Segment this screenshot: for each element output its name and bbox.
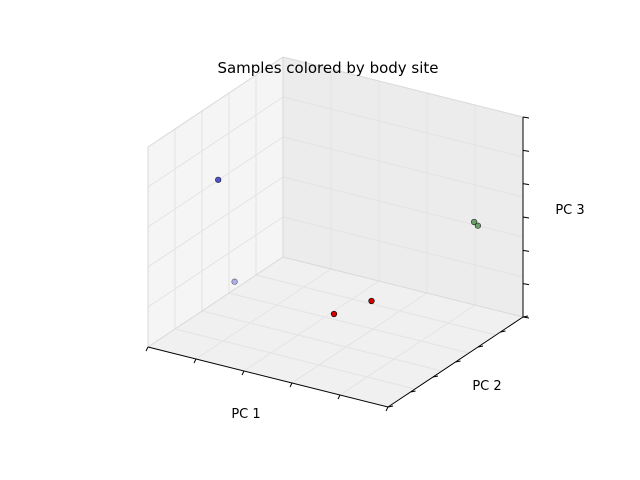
- x-tick-1: [193, 358, 197, 364]
- x-tick-3: [289, 382, 293, 388]
- y-axis-label: PC 2: [472, 379, 501, 394]
- back-pane: [283, 57, 523, 317]
- z-tick-0: [522, 316, 530, 319]
- z-tick-1: [522, 283, 530, 286]
- y-tick-4: [477, 345, 484, 348]
- back-grid-z-0: [282, 216, 524, 278]
- floor-grid-x-1: [243, 280, 380, 372]
- pane-edge-1: [282, 256, 524, 318]
- z-tick-2: [522, 249, 530, 252]
- floor-grid-y-0: [174, 328, 416, 390]
- z-tick-5: [522, 149, 530, 152]
- y-tick-2: [432, 375, 439, 378]
- axes-grid: [147, 69, 524, 396]
- y-tick-0: [387, 405, 394, 408]
- pane-edge-5: [282, 56, 524, 118]
- y-tick-3: [455, 360, 461, 363]
- y-tick-5: [500, 330, 506, 333]
- back-grid-z-1: [282, 176, 524, 238]
- side-grid-z-1: [147, 176, 284, 268]
- data-point-3: [368, 297, 375, 305]
- side-grid-z-3: [147, 96, 284, 188]
- axes-ticks: [145, 116, 530, 412]
- floor-grid-y-2: [228, 292, 470, 354]
- floor-grid-y-3: [255, 274, 497, 336]
- side-grid-z-2: [147, 136, 284, 228]
- z-tick-6: [522, 116, 530, 119]
- axes-panes: [148, 57, 523, 407]
- x-tick-2: [241, 370, 245, 376]
- side-grid-z-0: [147, 216, 284, 308]
- floor-grid-y-1: [201, 310, 443, 372]
- data-points: [215, 176, 482, 318]
- x-tick-0: [145, 346, 149, 352]
- data-point-1: [231, 278, 238, 285]
- x-tick-4: [337, 394, 341, 400]
- data-point-5: [474, 222, 482, 229]
- back-grid-z-3: [282, 96, 524, 158]
- z-tick-3: [522, 216, 530, 219]
- floor-grid-x-0: [195, 268, 332, 360]
- data-point-2: [330, 310, 338, 318]
- floor-pane: [148, 257, 523, 407]
- x-axis-line: [147, 346, 389, 408]
- z-axis-label: PC 3: [555, 203, 584, 218]
- x-tick-5: [385, 406, 389, 412]
- pane-edge-0: [147, 256, 284, 348]
- floor-grid-x-2: [291, 292, 428, 384]
- x-axis-label: PC 1: [231, 407, 260, 422]
- data-point-4: [471, 218, 478, 226]
- side-pane: [148, 57, 283, 347]
- back-grid-z-2: [282, 136, 524, 198]
- y-tick-1: [410, 390, 416, 393]
- chart-title: Samples colored by body site: [217, 59, 438, 77]
- z-tick-4: [522, 183, 530, 186]
- data-point-0: [215, 176, 222, 183]
- pane-edge-4: [147, 56, 284, 148]
- floor-grid-x-3: [339, 304, 476, 396]
